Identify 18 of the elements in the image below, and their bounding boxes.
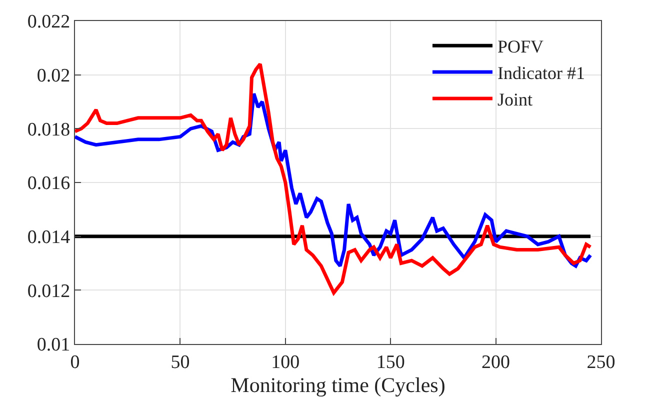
legend-label: Joint	[497, 89, 532, 110]
x-axis-title: Monitoring time (Cycles)	[230, 372, 446, 397]
y-tick-label: 0.02	[36, 65, 70, 86]
x-tick-label: 0	[70, 352, 80, 373]
x-tick-label: 250	[586, 352, 616, 373]
x-tick-label: 150	[376, 352, 405, 373]
y-tick-label: 0.012	[27, 280, 70, 302]
y-tick-label: 0.018	[27, 119, 70, 140]
y-tick-label: 0.01	[36, 334, 70, 356]
y-tick-label: 0.022	[27, 12, 70, 33]
legend-label: Indicator #1	[497, 63, 585, 84]
x-tick-label: 200	[482, 352, 510, 373]
x-tick-label: 100	[271, 352, 300, 373]
y-tick-label: 0.014	[27, 226, 71, 248]
line-series	[75, 62, 592, 295]
x-tick-label: 50	[170, 352, 190, 373]
legend-label: POFV	[497, 36, 544, 57]
y-tick-label: 0.016	[27, 173, 70, 194]
